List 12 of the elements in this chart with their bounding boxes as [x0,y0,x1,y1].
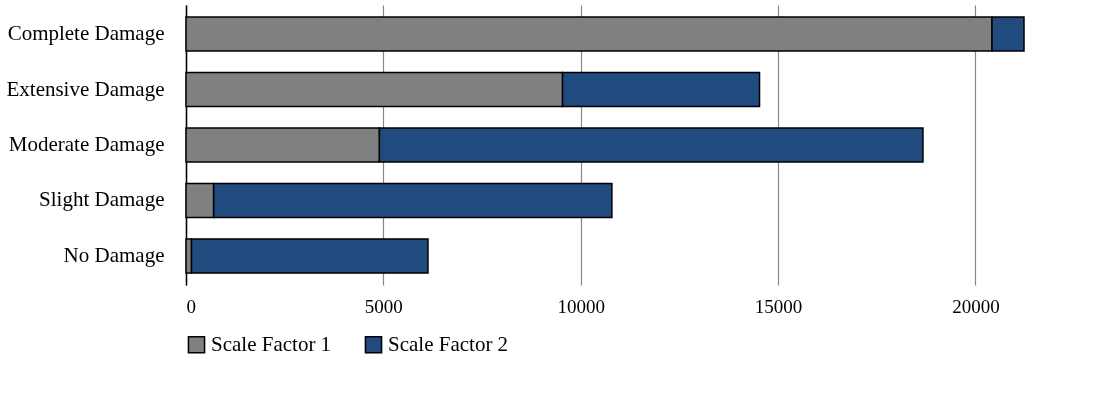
y-tick-label: Slight Damage [39,187,165,212]
x-tick-label: 15000 [754,295,803,317]
legend-label: Scale Factor 1 [211,331,332,356]
x-tick-label: 20000 [952,295,1000,317]
y-tick-label: Complete Damage [7,21,165,46]
y-tick-label: Moderate Damage [8,132,165,156]
x-tick-label: 0 [186,295,196,317]
x-tick-label: 10000 [557,295,605,317]
legend-label: Scale Factor 2 [388,331,509,356]
y-tick-label: Extensive Damage [6,76,165,101]
y-tick-label: No Damage [63,242,165,267]
x-tick-label: 5000 [364,295,403,317]
